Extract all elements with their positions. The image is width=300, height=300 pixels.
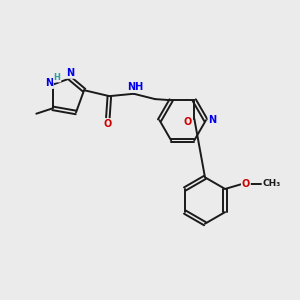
Text: N: N [45,78,53,88]
Text: NH: NH [128,82,144,92]
Text: O: O [184,117,192,127]
Text: N: N [67,68,75,78]
Text: O: O [242,178,250,189]
Text: H: H [54,73,61,82]
Text: N: N [208,115,217,125]
Text: O: O [104,119,112,129]
Text: CH₃: CH₃ [262,179,281,188]
